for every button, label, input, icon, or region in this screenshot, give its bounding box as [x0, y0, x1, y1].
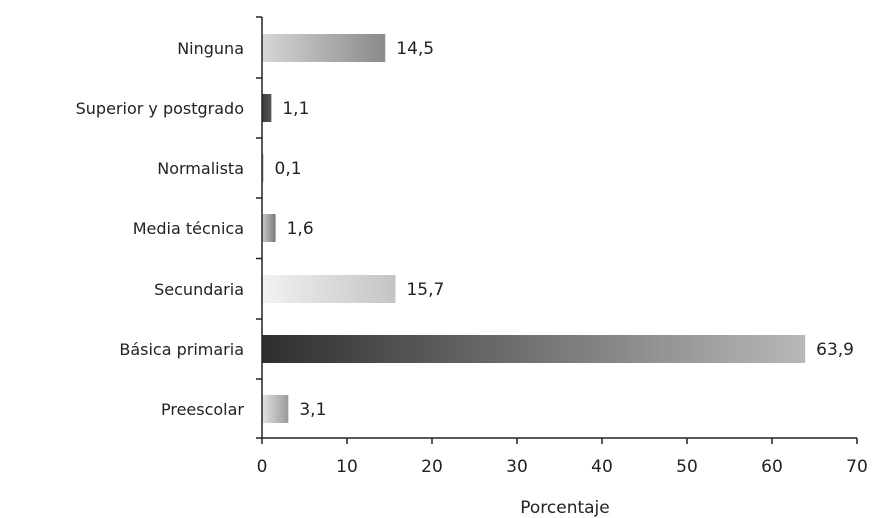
- value-label-preescolar: 3,1: [299, 400, 326, 420]
- bar-superior-y-postgrado: [262, 94, 272, 122]
- category-label-ninguna: Ninguna: [177, 39, 244, 58]
- x-tick-label: 70: [846, 457, 868, 477]
- category-label-media-tecnica: Media técnica: [133, 219, 244, 238]
- value-label-secundaria: 15,7: [406, 280, 444, 300]
- value-label-normalista: 0,1: [275, 159, 302, 179]
- value-label-basica-primaria: 63,9: [816, 340, 854, 360]
- value-label-ninguna: 14,5: [396, 39, 434, 59]
- category-label-normalista: Normalista: [157, 159, 244, 178]
- value-label-superior-y-postgrado: 1,1: [282, 99, 309, 119]
- bar-secundaria: [262, 275, 396, 303]
- x-tick-label: 10: [336, 457, 358, 477]
- category-label-preescolar: Preescolar: [161, 400, 244, 419]
- x-tick-label: 50: [676, 457, 698, 477]
- axes-layer: 0 10 20 30 40 50 60 70: [256, 16, 868, 477]
- x-tick-label: 20: [421, 457, 443, 477]
- x-tick-label: 0: [257, 457, 268, 477]
- bar-basica-primaria: [262, 335, 806, 363]
- bar-ninguna: [262, 34, 386, 62]
- value-label-media-tecnica: 1,6: [287, 219, 314, 239]
- bars-layer: [262, 34, 806, 423]
- bar-preescolar: [262, 395, 289, 423]
- bar-media-tecnica: [262, 214, 276, 242]
- category-label-secundaria: Secundaria: [154, 280, 244, 299]
- category-label-basica-primaria: Básica primaria: [119, 340, 244, 359]
- category-label-superior-y-postgrado: Superior y postgrado: [76, 99, 244, 118]
- x-tick-label: 60: [761, 457, 783, 477]
- x-tick-label: 40: [591, 457, 613, 477]
- x-tick-label: 30: [506, 457, 528, 477]
- labels-layer: Ninguna 14,5 Superior y postgrado 1,1 Normal…: [76, 39, 854, 420]
- x-axis-title: Porcentaje: [520, 498, 610, 518]
